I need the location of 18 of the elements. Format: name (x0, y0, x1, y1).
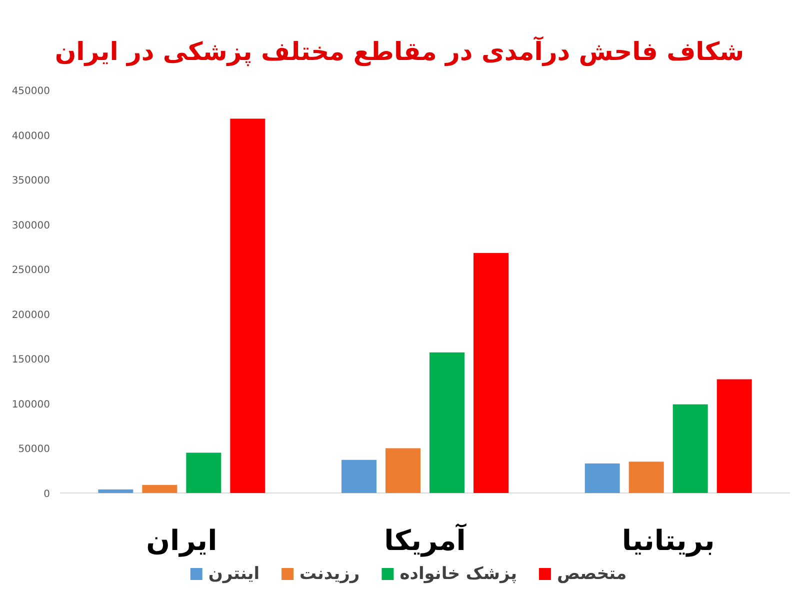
y-tick-label: 450000 (12, 86, 50, 97)
y-tick-label: 250000 (12, 265, 50, 276)
legend-label: پزشک خانواده (400, 564, 517, 584)
x-tick-label: آمریکا (384, 523, 468, 557)
y-tick-label: 350000 (12, 176, 50, 187)
legend-label: متخصص (556, 564, 627, 584)
chart-title: شکاف فاحش درآمدی در مقاطع مختلف پزشکی در ایران (54, 36, 744, 67)
legend-label: رزیدنت (300, 564, 360, 584)
y-tick-label: 150000 (12, 354, 50, 366)
x-tick-label: بریتانیا (622, 524, 715, 557)
y-tick-label: 50000 (18, 444, 50, 456)
y-tick-label: 100000 (12, 399, 50, 410)
legend-label: اینترن (208, 564, 260, 584)
x-tick-label: ایران (146, 524, 218, 557)
y-tick-label: 200000 (12, 310, 50, 321)
y-tick-label: 0 (44, 489, 50, 500)
y-tick-label: 300000 (12, 220, 50, 232)
y-tick-label: 400000 (12, 130, 50, 142)
